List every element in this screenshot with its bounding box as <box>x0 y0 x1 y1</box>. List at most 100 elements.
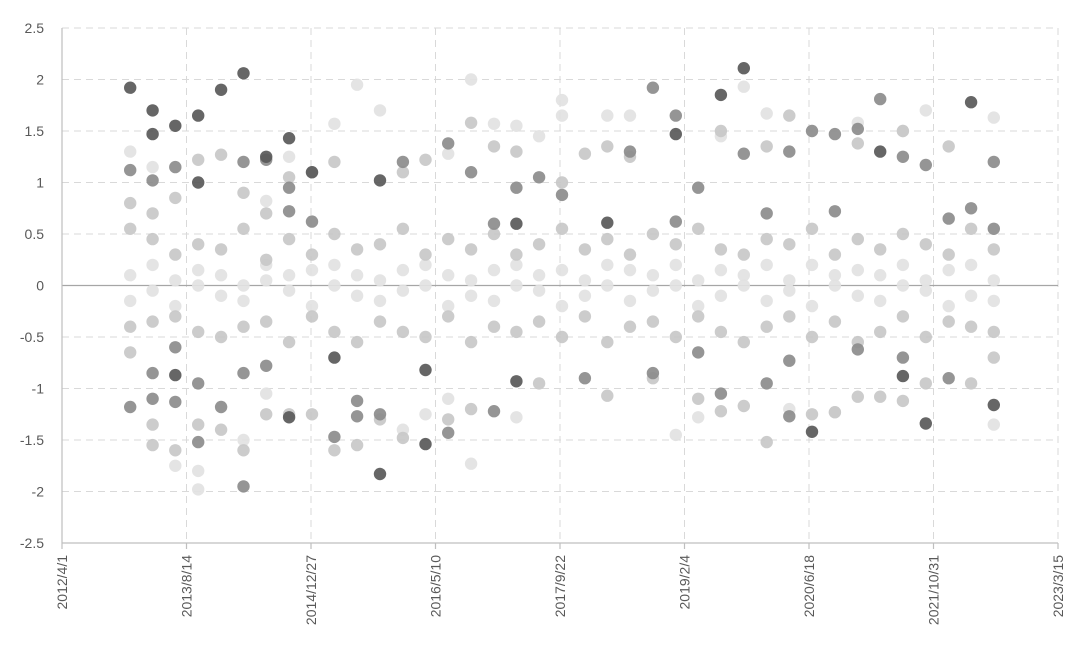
data-point <box>828 269 842 282</box>
data-point <box>442 392 455 405</box>
data-point <box>987 351 1000 364</box>
x-tick-label: 2017/9/22 <box>552 555 568 617</box>
data-point <box>237 186 250 199</box>
data-point <box>169 310 182 323</box>
data-point <box>851 232 864 246</box>
data-point <box>828 205 842 218</box>
data-point <box>714 243 728 256</box>
data-point <box>601 109 614 122</box>
data-point <box>442 413 455 426</box>
data-point <box>396 155 410 169</box>
y-tick-label: 1.5 <box>25 123 45 139</box>
data-point <box>442 137 455 150</box>
x-tick-label: 2014/12/27 <box>303 555 319 625</box>
data-point <box>192 176 205 189</box>
data-point <box>282 132 296 145</box>
data-point <box>919 377 932 390</box>
data-point <box>350 289 364 302</box>
data-point <box>828 279 842 292</box>
data-point <box>260 387 273 400</box>
data-point <box>805 222 819 235</box>
data-point <box>373 238 387 251</box>
y-tick-label: -0.5 <box>20 329 44 345</box>
x-tick-label: 2013/8/14 <box>179 555 195 617</box>
data-point <box>419 363 432 377</box>
data-point <box>396 325 410 339</box>
data-point <box>623 248 637 261</box>
data-point <box>623 145 637 158</box>
data-point <box>555 263 569 277</box>
data-point <box>874 92 887 106</box>
data-point <box>646 284 660 297</box>
data-point <box>532 269 546 282</box>
data-point <box>669 109 682 122</box>
data-point <box>260 207 273 220</box>
data-point <box>282 269 296 282</box>
data-point <box>510 145 523 158</box>
data-point <box>623 294 637 308</box>
data-point <box>442 310 455 323</box>
data-point <box>487 227 501 241</box>
data-point <box>487 140 501 153</box>
data-point <box>896 124 910 138</box>
data-point <box>146 232 159 246</box>
data-point <box>192 483 205 496</box>
data-point <box>669 258 682 272</box>
data-point <box>828 127 842 141</box>
data-point <box>601 279 614 292</box>
data-point <box>669 215 682 228</box>
data-point <box>328 430 341 444</box>
data-point <box>851 390 864 403</box>
data-point <box>760 107 773 120</box>
data-point <box>487 117 501 130</box>
y-tick-label: 2.5 <box>25 20 45 36</box>
data-point <box>146 160 159 174</box>
data-point <box>419 258 432 272</box>
data-point <box>146 104 159 117</box>
data-point <box>169 274 182 287</box>
data-point <box>282 181 296 194</box>
data-point <box>601 216 614 229</box>
data-point <box>942 140 955 153</box>
data-point <box>237 480 250 493</box>
data-point <box>828 248 842 261</box>
data-point <box>896 279 910 292</box>
x-tick-label: 2019/2/4 <box>677 555 693 610</box>
data-point <box>532 238 546 251</box>
data-point <box>419 330 432 344</box>
data-point <box>169 119 182 132</box>
data-point <box>124 346 137 359</box>
y-tick-label: 0.5 <box>25 226 45 242</box>
data-point <box>874 390 887 403</box>
data-point <box>783 274 796 287</box>
data-point <box>532 377 546 390</box>
data-point <box>805 425 819 438</box>
data-point <box>510 248 523 261</box>
data-point <box>146 438 159 452</box>
data-point <box>328 155 341 169</box>
data-point <box>555 188 569 202</box>
data-point <box>555 176 569 189</box>
data-point <box>192 263 205 277</box>
data-point <box>214 269 228 282</box>
y-tick-label: 2 <box>36 72 44 88</box>
data-point <box>578 147 592 160</box>
tick-labels: 2.5 2 1.5 1 0.5 0 -0.5 -1 -1.5 -2 -2.5 2012/4/1 2013… <box>20 20 1066 625</box>
data-point <box>942 372 955 385</box>
data-point <box>510 375 523 388</box>
y-tick-label: 0 <box>36 278 44 294</box>
data-point <box>305 215 319 228</box>
data-point <box>192 435 205 449</box>
data-point <box>328 351 341 364</box>
data-point <box>964 258 978 272</box>
y-tick-label: -1 <box>32 381 45 397</box>
data-point <box>578 372 592 385</box>
data-point <box>714 387 728 400</box>
data-point <box>396 222 410 235</box>
data-point <box>214 148 228 161</box>
data-point <box>124 269 137 282</box>
data-point <box>487 320 501 333</box>
data-point <box>760 435 773 449</box>
data-point <box>237 279 250 292</box>
